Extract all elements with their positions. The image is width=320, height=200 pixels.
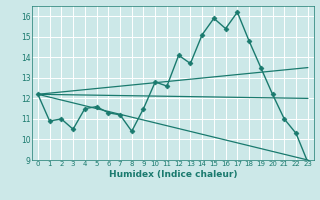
X-axis label: Humidex (Indice chaleur): Humidex (Indice chaleur) <box>108 170 237 179</box>
